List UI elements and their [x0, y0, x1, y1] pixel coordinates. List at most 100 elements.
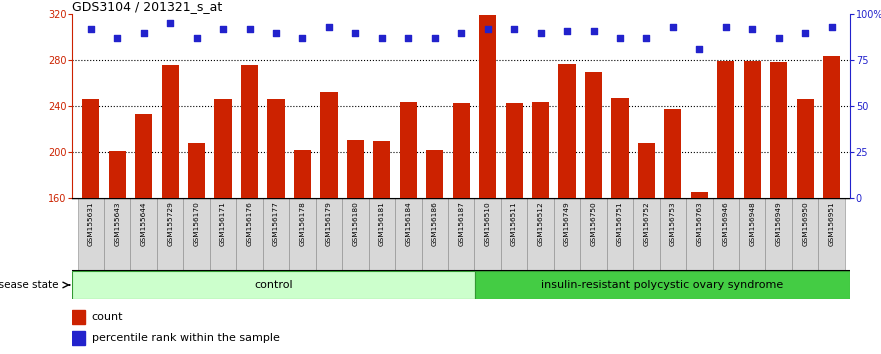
Bar [294, 150, 311, 354]
Text: GSM155643: GSM155643 [115, 201, 120, 246]
Bar [263, 198, 289, 271]
Bar [559, 64, 575, 354]
Bar [744, 61, 761, 354]
Text: GSM156184: GSM156184 [405, 201, 411, 246]
Text: insulin-resistant polycystic ovary syndrome: insulin-resistant polycystic ovary syndr… [541, 280, 783, 290]
Bar [183, 198, 210, 271]
Point [666, 24, 680, 30]
Bar [78, 198, 104, 271]
Text: GSM156763: GSM156763 [696, 201, 702, 246]
Text: GSM156950: GSM156950 [803, 201, 808, 246]
Bar [241, 65, 258, 354]
Text: GSM156949: GSM156949 [776, 201, 781, 246]
Point [216, 26, 230, 32]
Text: GSM156946: GSM156946 [722, 201, 729, 246]
Bar [135, 114, 152, 354]
Bar [72, 331, 85, 345]
Point [322, 24, 336, 30]
Bar [214, 99, 232, 354]
Bar [501, 198, 528, 271]
Bar [532, 102, 549, 354]
Bar [82, 99, 100, 354]
Bar [717, 61, 735, 354]
Bar [210, 198, 236, 271]
Point [719, 24, 733, 30]
Bar [453, 103, 470, 354]
Text: GSM156186: GSM156186 [432, 201, 438, 246]
Text: GSM156176: GSM156176 [247, 201, 253, 246]
Point [798, 30, 812, 35]
Point [613, 35, 627, 41]
Bar [236, 198, 263, 271]
Bar [554, 198, 581, 271]
Text: percentile rank within the sample: percentile rank within the sample [92, 333, 279, 343]
Bar [479, 15, 496, 354]
Text: GDS3104 / 201321_s_at: GDS3104 / 201321_s_at [72, 0, 223, 13]
Bar [268, 99, 285, 354]
Text: GSM155631: GSM155631 [88, 201, 93, 246]
Bar [289, 198, 315, 271]
Point [745, 26, 759, 32]
Bar [368, 198, 395, 271]
Point [401, 35, 415, 41]
Bar [766, 198, 792, 271]
Point [137, 30, 151, 35]
Bar [421, 198, 448, 271]
Text: GSM156178: GSM156178 [300, 201, 306, 246]
Point [825, 24, 839, 30]
Bar [823, 56, 840, 354]
Point [772, 35, 786, 41]
Text: GSM156177: GSM156177 [273, 201, 279, 246]
Point [455, 30, 469, 35]
Bar [664, 109, 682, 354]
Bar [426, 150, 443, 354]
Point [587, 28, 601, 34]
Bar [792, 198, 818, 271]
Bar [188, 143, 205, 354]
Text: GSM155644: GSM155644 [141, 201, 146, 246]
Point [295, 35, 309, 41]
Text: GSM156753: GSM156753 [670, 201, 676, 246]
Text: disease state: disease state [0, 280, 59, 290]
Bar [342, 198, 368, 271]
Bar [72, 271, 475, 299]
Bar [638, 143, 655, 354]
Bar [347, 139, 364, 354]
Text: GSM156749: GSM156749 [564, 201, 570, 246]
Bar [611, 98, 628, 354]
Text: GSM156187: GSM156187 [458, 201, 464, 246]
Text: GSM156750: GSM156750 [590, 201, 596, 246]
Point [242, 26, 256, 32]
Bar [448, 198, 475, 271]
Bar [686, 198, 713, 271]
Text: GSM156951: GSM156951 [829, 201, 834, 246]
Point [189, 35, 204, 41]
Text: GSM156181: GSM156181 [379, 201, 385, 246]
Text: GSM156171: GSM156171 [220, 201, 226, 246]
Point [269, 30, 283, 35]
Bar [691, 193, 708, 354]
Bar [400, 102, 417, 354]
Text: GSM156510: GSM156510 [485, 201, 491, 246]
Bar [660, 198, 686, 271]
Text: GSM156179: GSM156179 [326, 201, 332, 246]
Point [507, 26, 522, 32]
Bar [581, 198, 607, 271]
Text: GSM156180: GSM156180 [352, 201, 359, 246]
Point [110, 35, 124, 41]
Point [84, 26, 98, 32]
Point [163, 21, 177, 26]
Bar [321, 92, 337, 354]
Text: GSM156512: GSM156512 [537, 201, 544, 246]
Bar [72, 310, 85, 324]
Bar [739, 198, 766, 271]
Bar [818, 198, 845, 271]
Bar [108, 151, 126, 354]
Bar [585, 72, 602, 354]
Bar [374, 141, 390, 354]
Bar [713, 198, 739, 271]
Point [534, 30, 548, 35]
Text: control: control [254, 280, 292, 290]
Text: GSM156948: GSM156948 [749, 201, 755, 246]
Bar [104, 198, 130, 271]
